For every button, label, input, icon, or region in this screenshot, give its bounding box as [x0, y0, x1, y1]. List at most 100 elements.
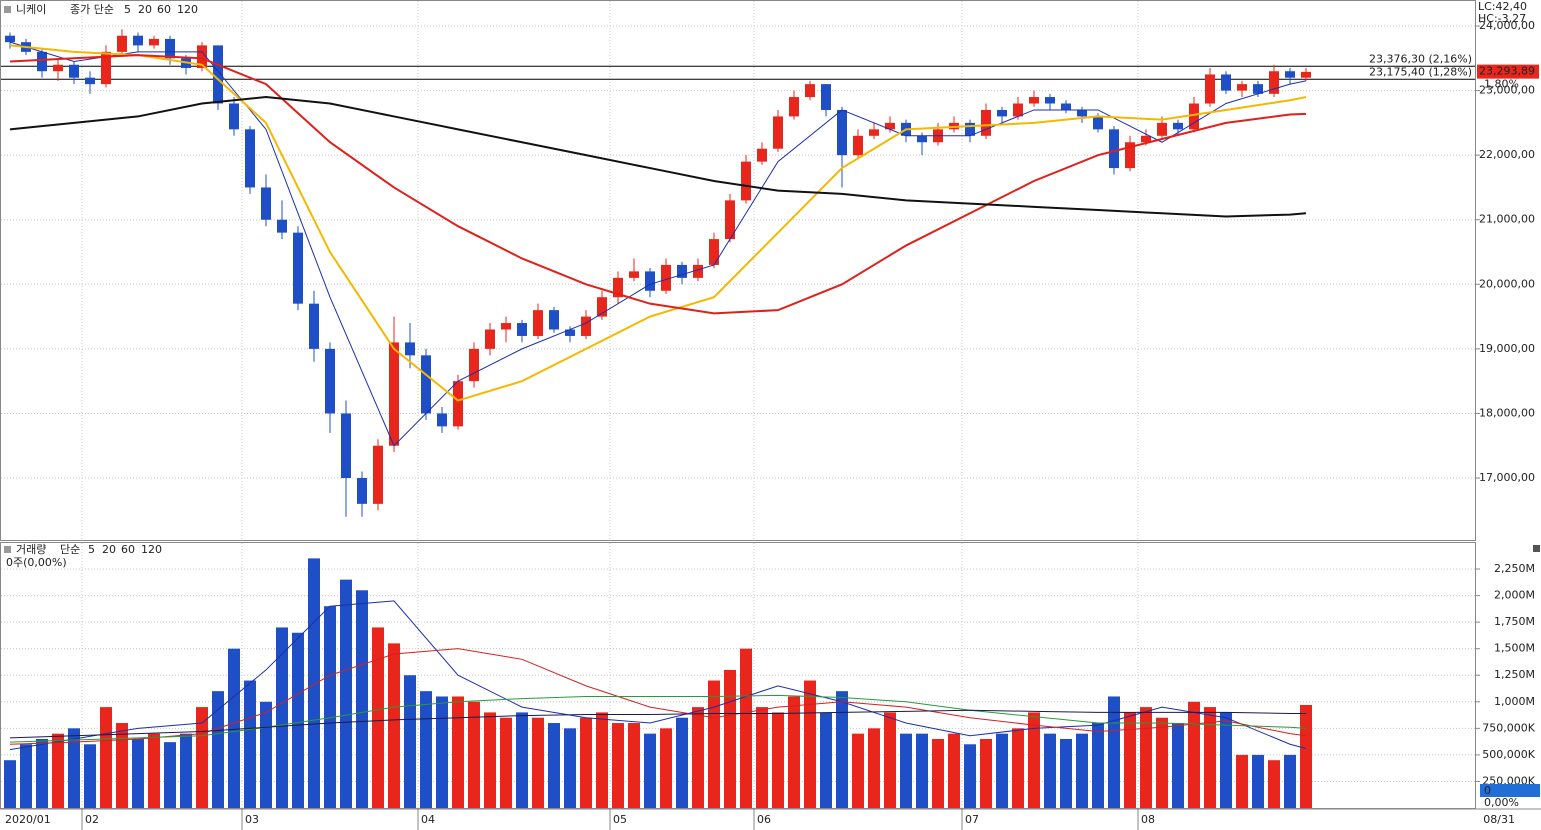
volume-bar [900, 733, 912, 808]
volume-bar [116, 723, 128, 808]
end-date-label: 08/31 [1483, 813, 1515, 826]
volume-bar [372, 627, 384, 808]
candle-body [613, 277, 623, 298]
candle-body [437, 413, 447, 427]
candle-body [661, 264, 671, 291]
candle-body [53, 64, 63, 72]
y-tick-label: 2,000M [1494, 589, 1535, 602]
candle-body [133, 35, 143, 46]
price-panel [0, 0, 1476, 541]
candle-body [1077, 109, 1087, 117]
volume-bar [564, 728, 576, 808]
volume-bar [84, 744, 96, 808]
volume-bar [500, 717, 512, 808]
panel-subtitle: 단순 [60, 543, 80, 556]
candle-body [165, 38, 175, 59]
volume-bar [740, 648, 752, 808]
volume-bar [532, 717, 544, 808]
volume-bar [100, 707, 112, 808]
candle-body [1253, 84, 1263, 94]
candle-body [1269, 71, 1279, 94]
candle-body [757, 148, 767, 162]
candle-body [981, 109, 991, 136]
volume-bar [996, 733, 1008, 808]
volume-bar [452, 696, 464, 808]
candle-body [453, 381, 463, 427]
volume-bar [1012, 728, 1024, 808]
volume-bar [340, 579, 352, 808]
volume-bar [948, 733, 960, 808]
ref-label: 23,376,30 (2,16%) [1369, 52, 1472, 65]
candle-body [565, 329, 575, 336]
volume-bar [68, 728, 80, 808]
candle-body [389, 342, 399, 446]
volume-bar [132, 738, 144, 808]
candle-body [85, 77, 95, 85]
date-label: 08 [1141, 813, 1155, 826]
y-tick-label: 2,250M [1494, 562, 1535, 575]
ma-line [9, 709, 1306, 739]
y-tick-label: 750,000K [1482, 721, 1535, 734]
volume-bar [596, 712, 608, 808]
candle-body [677, 264, 687, 278]
legend-entry: 60 [121, 543, 135, 556]
ma-line [9, 648, 1307, 745]
candle-body [197, 45, 207, 68]
legend-entry: 5 [88, 543, 95, 556]
candle-body [101, 51, 111, 85]
volume-bar [644, 733, 656, 808]
volume-status: 0주(0,00%) [6, 556, 67, 569]
candle-body [629, 271, 639, 278]
candle-body [805, 84, 815, 98]
volume-bar [516, 712, 528, 808]
volume-bar [4, 760, 16, 808]
ma-line [9, 96, 1307, 218]
candle-body [325, 348, 335, 414]
volume-bar [724, 669, 736, 808]
candle-body [773, 116, 783, 149]
volume-bar [388, 643, 400, 808]
candle-body [821, 84, 831, 110]
panel-subtitle: 종가 단순 [70, 3, 114, 16]
legend-entry: 20 [102, 543, 116, 556]
volume-bar [820, 712, 832, 808]
volume-bar [1220, 712, 1232, 808]
volume-bar [1172, 723, 1184, 808]
y-tick-label: 1,000M [1494, 695, 1535, 708]
panel-button[interactable] [1533, 545, 1540, 552]
candle-body [1173, 122, 1183, 130]
date-label: 04 [421, 813, 435, 826]
candle-body [293, 232, 303, 304]
candle-body [421, 355, 431, 414]
candle-body [341, 413, 351, 479]
ma-line [9, 54, 1307, 315]
volume-bar [628, 723, 640, 808]
y-tick-label: 18,000,00 [1479, 406, 1535, 419]
volume-bar [468, 701, 480, 808]
candle-body [1221, 74, 1231, 91]
hc-label: HC:-3,27 [1478, 12, 1526, 25]
volume-bar [548, 723, 560, 808]
panel-title: 니케이 [16, 3, 46, 16]
candle-body [1109, 129, 1119, 169]
ma-line [9, 41, 1307, 447]
volume-bar [804, 680, 816, 808]
candle-body [1189, 103, 1199, 130]
candle-body [229, 103, 239, 130]
legend-entry: 60 [157, 3, 171, 16]
y-tick-label: 22,000,00 [1479, 148, 1535, 161]
volume-bar [356, 590, 368, 808]
candle-body [1013, 103, 1023, 117]
volume-bar [196, 707, 208, 808]
volume-bar [484, 712, 496, 808]
change-label: 1,80% [1484, 78, 1519, 91]
y-tick-label: 1,750M [1494, 615, 1535, 628]
date-label: 02 [85, 813, 99, 826]
volume-bar [20, 744, 32, 808]
candle-body [837, 109, 847, 156]
panel-title: 거래량 [16, 543, 46, 556]
candle-body [581, 316, 591, 336]
volume-bar [1284, 754, 1296, 808]
